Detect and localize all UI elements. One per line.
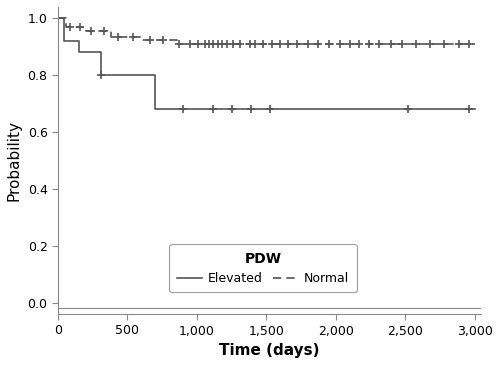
X-axis label: Time (days): Time (days) [220, 343, 320, 358]
Y-axis label: Probability: Probability [7, 120, 22, 201]
Legend: Elevated, Normal: Elevated, Normal [169, 244, 356, 292]
